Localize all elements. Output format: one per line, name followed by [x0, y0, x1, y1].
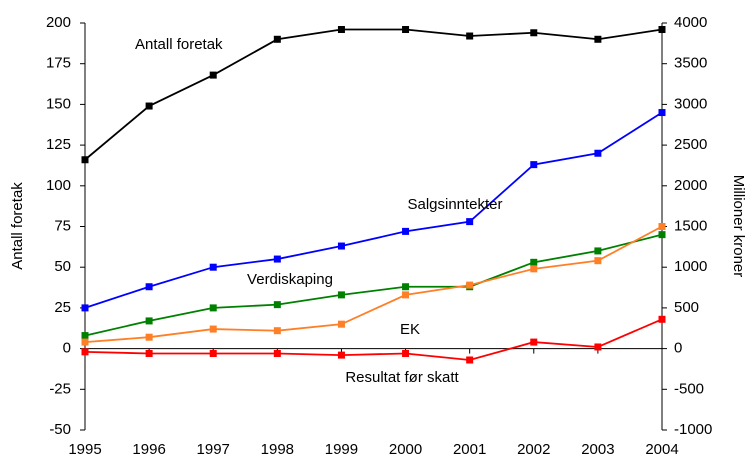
y-tick-label: 50: [54, 258, 71, 275]
x-tick-label: 2000: [389, 441, 422, 458]
point-marker: [81, 156, 89, 164]
y2-tick-label: 4000: [674, 14, 707, 31]
point-marker: [273, 327, 281, 335]
y-tick-label: 150: [46, 95, 71, 112]
point-marker: [402, 26, 410, 34]
x-tick-label: 1997: [197, 441, 230, 458]
point-marker: [337, 242, 345, 250]
y-tick-label: 200: [46, 14, 71, 31]
point-marker: [273, 35, 281, 43]
point-marker: [594, 35, 602, 43]
series-line: [84, 28, 663, 161]
series-label: EK: [400, 321, 420, 338]
y-tick-label: -50: [49, 421, 71, 438]
point-marker: [145, 333, 153, 341]
point-marker: [81, 338, 89, 346]
point-marker: [81, 348, 89, 356]
point-marker: [81, 332, 89, 340]
y-tick-label: 25: [54, 299, 71, 316]
series-label: Verdiskaping: [247, 271, 333, 288]
series-line: [84, 225, 663, 343]
point-marker: [145, 317, 153, 325]
point-marker: [402, 227, 410, 235]
y2-tick-label: 3000: [674, 95, 707, 112]
point-marker: [594, 343, 602, 351]
point-marker: [594, 257, 602, 265]
series-line: [84, 233, 663, 337]
x-tick-label: 1998: [261, 441, 294, 458]
y-tick-label: 75: [54, 217, 71, 234]
x-tick-label: 2001: [453, 441, 486, 458]
x-tick-label: 1996: [132, 441, 165, 458]
y-tick-label: -25: [49, 380, 71, 397]
series-label: Salgsinntekter: [407, 196, 502, 213]
y2-tick-label: 500: [674, 299, 699, 316]
x-tick-label: 2004: [645, 441, 678, 458]
point-marker: [466, 281, 474, 289]
point-marker: [209, 304, 217, 312]
point-marker: [337, 26, 345, 34]
point-marker: [209, 71, 217, 79]
point-marker: [466, 218, 474, 226]
point-marker: [466, 356, 474, 364]
point-marker: [209, 325, 217, 333]
y-tick-label: 100: [46, 177, 71, 194]
point-marker: [273, 255, 281, 263]
point-marker: [402, 349, 410, 357]
point-marker: [530, 338, 538, 346]
point-marker: [145, 102, 153, 110]
y2-tick-label: 3500: [674, 55, 707, 72]
point-marker: [209, 349, 217, 357]
y2-tick-label: 2500: [674, 136, 707, 153]
point-marker: [658, 26, 666, 34]
point-marker: [273, 349, 281, 357]
y2-axis-title: Millioner kroner: [730, 175, 747, 278]
y2-tick-label: 1500: [674, 217, 707, 234]
point-marker: [337, 291, 345, 299]
point-marker: [530, 258, 538, 266]
point-marker: [466, 32, 474, 40]
y2-tick-label: 2000: [674, 177, 707, 194]
series-line: [84, 318, 663, 361]
point-marker: [530, 161, 538, 169]
series-label: Resultat før skatt: [345, 369, 459, 386]
y-axis-title: Antall foretak: [9, 182, 26, 270]
point-marker: [658, 109, 666, 117]
point-marker: [337, 320, 345, 328]
y2-tick-label: -500: [674, 380, 704, 397]
y2-tick-label: 0: [674, 340, 682, 357]
point-marker: [530, 29, 538, 37]
point-marker: [658, 315, 666, 323]
point-marker: [81, 304, 89, 312]
point-marker: [402, 291, 410, 299]
x-tick-label: 1995: [68, 441, 101, 458]
point-marker: [337, 351, 345, 359]
point-marker: [594, 247, 602, 255]
point-marker: [209, 263, 217, 271]
series-label: Antall foretak: [135, 36, 223, 53]
x-tick-label: 2003: [581, 441, 614, 458]
y-tick-label: 0: [63, 340, 71, 357]
y-tick-label: 175: [46, 55, 71, 72]
point-marker: [658, 223, 666, 230]
point-marker: [273, 301, 281, 309]
point-marker: [658, 231, 666, 239]
x-tick-label: 2002: [517, 441, 550, 458]
point-marker: [145, 283, 153, 291]
series-line: [84, 111, 663, 309]
y-tick-label: 125: [46, 136, 71, 153]
y2-tick-label: 1000: [674, 258, 707, 275]
x-tick-label: 1999: [325, 441, 358, 458]
point-marker: [402, 283, 410, 291]
point-marker: [530, 265, 538, 273]
point-marker: [145, 349, 153, 357]
point-marker: [594, 149, 602, 157]
y2-tick-label: -1000: [674, 421, 712, 438]
